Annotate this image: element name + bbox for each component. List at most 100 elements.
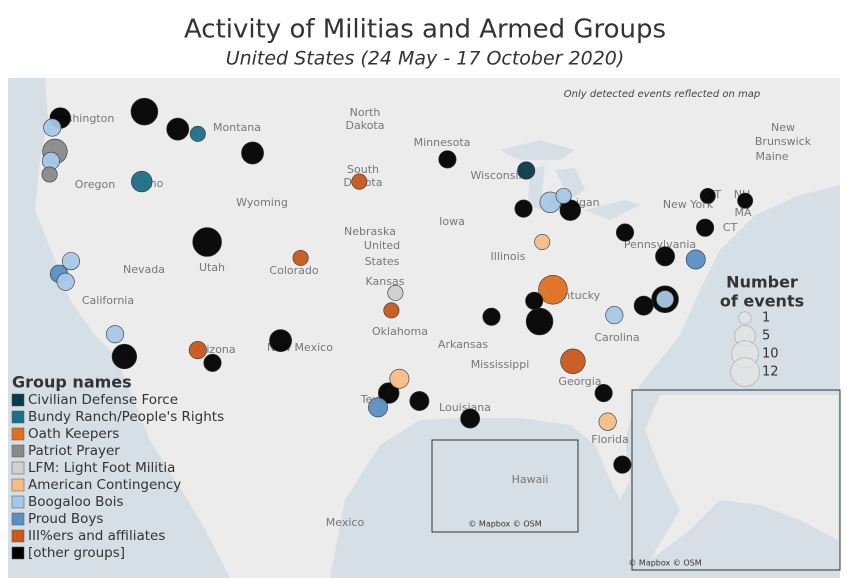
event-marker: [192, 227, 222, 257]
legend-label: Oath Keepers: [28, 426, 119, 442]
event-marker: [633, 295, 654, 316]
pacific-ocean: [8, 78, 230, 578]
note: Only detected events reflected on map: [564, 89, 760, 100]
legend-swatch: [11, 444, 25, 458]
title: Activity of Militias and Armed Groups: [184, 15, 666, 45]
event-marker: [696, 218, 715, 237]
legend-label: Boogaloo Bois: [28, 494, 124, 510]
map-label: Nebraska: [344, 225, 396, 238]
legend-label: LFM: Light Foot Militia: [28, 460, 175, 476]
event-marker: [389, 368, 410, 389]
event-marker: [594, 384, 613, 403]
map-label: United: [364, 239, 400, 252]
event-marker: [409, 391, 430, 411]
map-label: CT: [723, 221, 738, 234]
event-marker: [241, 141, 264, 165]
size-legend-label: 5: [762, 329, 770, 344]
map-label: Utah: [199, 261, 225, 274]
event-marker: [655, 246, 675, 267]
size-legend-label: 1: [762, 311, 770, 326]
size-legend-label: 10: [762, 347, 779, 362]
map-label: California: [82, 294, 134, 307]
legend-swatch: [11, 393, 25, 407]
event-marker: [514, 199, 533, 218]
map-label: Oregon: [75, 178, 115, 191]
map-label: Kansas: [366, 275, 405, 288]
event-marker: [292, 249, 309, 266]
event-marker: [605, 306, 624, 325]
event-marker: [351, 173, 368, 190]
map-label: Maine: [755, 150, 788, 163]
map-label: MA: [734, 206, 751, 219]
hawaii-inset: [431, 439, 579, 533]
event-marker: [378, 382, 400, 404]
map-label: Wyoming: [236, 196, 288, 209]
map-label: Colorado: [269, 264, 318, 277]
event-marker: [534, 234, 551, 250]
legend-swatch: [11, 410, 25, 424]
great-lakes: [500, 140, 640, 220]
map-label: New York: [663, 198, 714, 211]
map-label: States: [365, 255, 400, 268]
map-label: Hawaii: [512, 473, 549, 486]
legend-label: [other groups]: [28, 545, 125, 561]
event-marker: [615, 223, 635, 242]
event-marker: [111, 343, 138, 370]
subtitle: United States (24 May - 17 October 2020): [226, 48, 625, 70]
legend-label: Patriot Prayer: [28, 443, 120, 459]
map-label: Georgia: [558, 375, 601, 388]
event-marker: [61, 252, 80, 271]
size-legend-circle: [730, 357, 760, 387]
event-marker: [166, 117, 190, 141]
event-marker: [368, 397, 388, 418]
size-legend-circle: [738, 311, 752, 325]
attribution: © Mapbox © OSM: [628, 559, 701, 568]
legend-label: Civilian Defense Force: [28, 392, 178, 408]
map-label: Mexico: [326, 516, 365, 529]
event-marker: [106, 325, 125, 344]
legend-swatch: [11, 546, 25, 560]
map-label: Louisiana: [439, 401, 491, 414]
map-label: Florida: [591, 433, 628, 446]
legend-swatch: [11, 427, 25, 441]
map-label: Arkansas: [438, 338, 488, 351]
event-marker: [438, 150, 457, 169]
event-marker: [188, 341, 207, 360]
size-legend-title: Number: [726, 273, 798, 292]
legend-label: Proud Boys: [28, 511, 103, 527]
map-label: New: [771, 121, 795, 134]
legend-swatch: [11, 495, 25, 509]
map-label: South: [347, 163, 379, 176]
event-marker: [656, 290, 675, 309]
map-label: Brunswick: [755, 135, 812, 148]
event-marker: [525, 291, 544, 310]
legend-label: Bundy Ranch/People's Rights: [28, 409, 224, 425]
map-label: Pennsylvania: [624, 238, 696, 251]
map-label: Minnesota: [414, 136, 471, 149]
map-label: Carolina: [594, 331, 639, 344]
event-marker: [482, 307, 501, 326]
event-marker: [460, 408, 481, 429]
size-legend-title: of events: [720, 292, 804, 311]
event-marker: [517, 161, 536, 180]
event-marker: [203, 353, 222, 372]
event-marker: [383, 302, 400, 319]
event-marker: [613, 455, 632, 474]
event-marker: [43, 118, 62, 137]
event-marker: [560, 348, 586, 374]
legend-swatch: [11, 512, 25, 526]
event-marker: [538, 274, 568, 305]
map-label: Montana: [213, 121, 261, 134]
attribution: © Mapbox © OSM: [468, 520, 541, 529]
event-marker: [41, 166, 58, 183]
legend-swatch: [11, 478, 25, 492]
map-label: North: [350, 106, 381, 119]
legend-swatch: [11, 529, 25, 543]
size-legend-label: 12: [762, 365, 779, 380]
event-marker: [555, 187, 572, 204]
map-label: Wisconsin: [471, 169, 526, 182]
event-marker: [525, 307, 554, 336]
map-label: Illinois: [491, 250, 526, 263]
event-marker: [131, 170, 153, 193]
